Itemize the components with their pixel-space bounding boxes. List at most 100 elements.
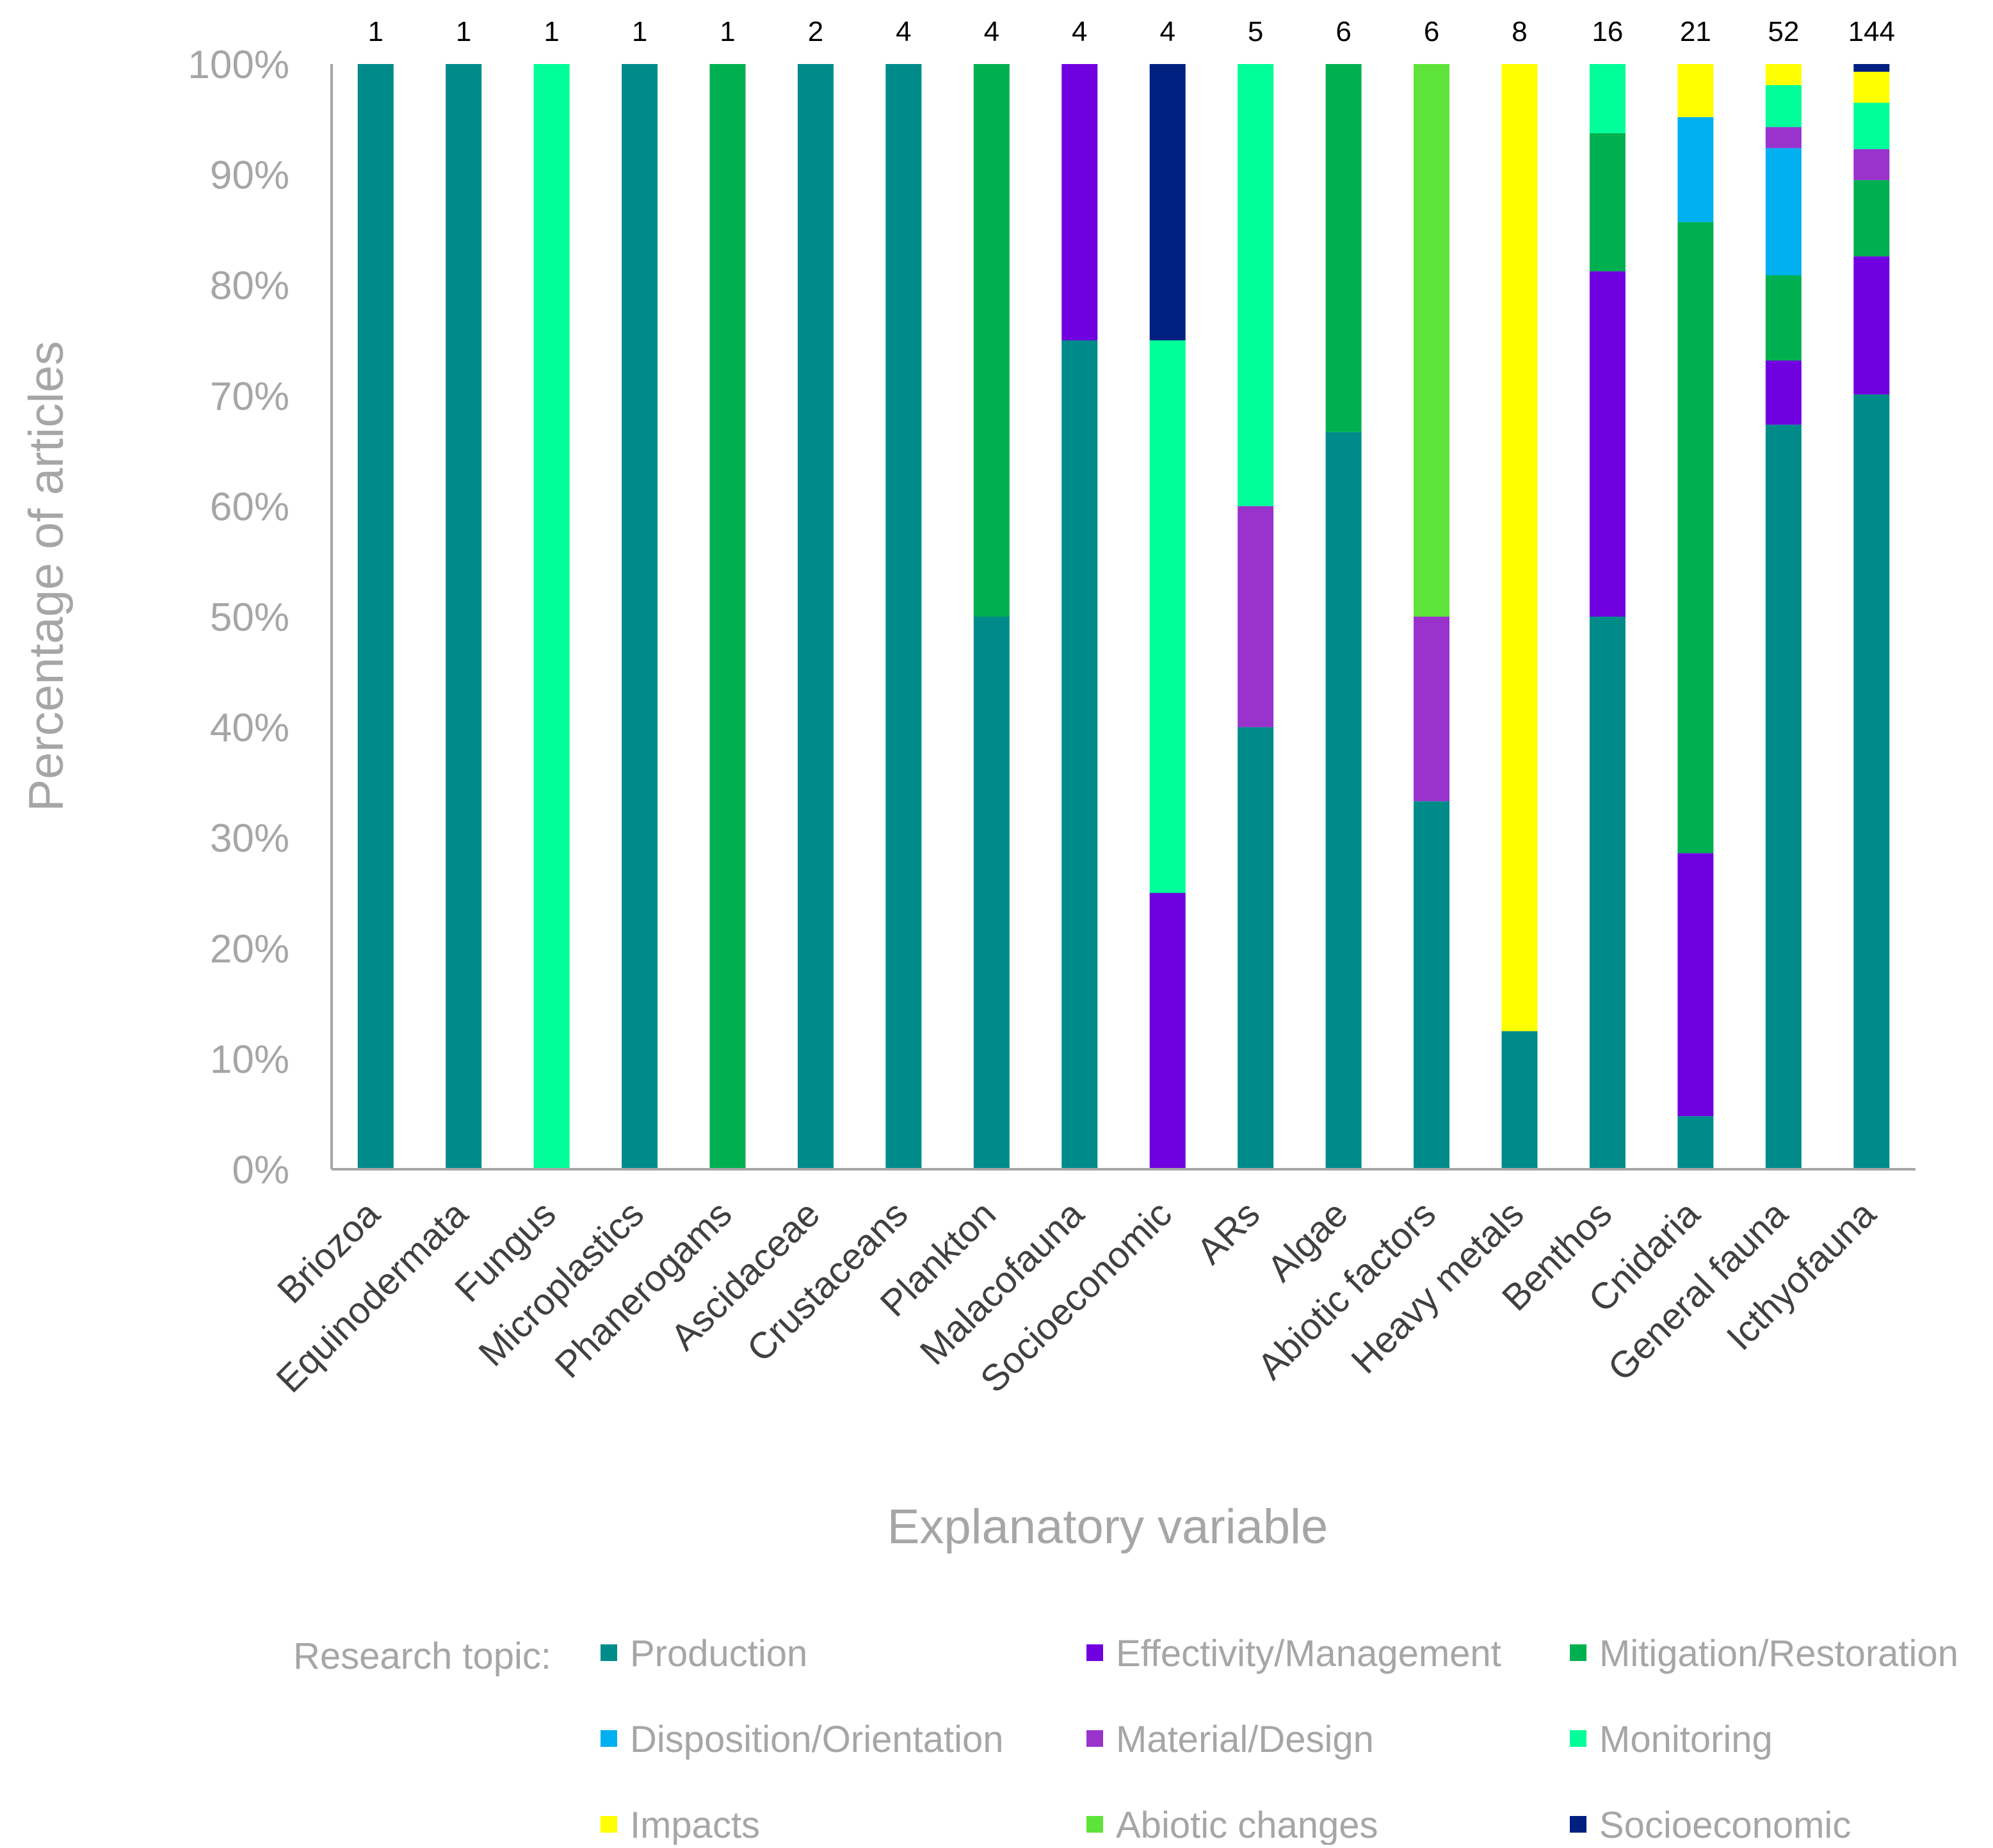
bar-total-label: 21 <box>1680 16 1711 47</box>
bar-segment-phanerogams-mitigation-restoration <box>709 64 746 1169</box>
y-tick-labels: 0% 10% 20% 30% 40% 50% 60% 70% 80% 90% 100% <box>188 43 289 1192</box>
y-tick-label: 90% <box>210 154 289 198</box>
bar-segment-heavy-metals-impacts <box>1501 64 1538 1032</box>
legend-label: Impacts <box>630 1804 760 1845</box>
bar-segment-cnidaria-effectivity-management <box>1677 853 1714 1117</box>
bar-segment-plankton-production <box>973 617 1010 1169</box>
legend: Research topic: Production Effectivity/Ma… <box>293 1633 1958 1846</box>
bar-segment-algae-mitigation-restoration <box>1325 64 1362 432</box>
y-tick-label: 70% <box>210 375 289 419</box>
legend-label: Disposition/Orientation <box>630 1719 1004 1760</box>
y-tick-label: 100% <box>188 43 289 87</box>
bar-segment-icthyofauna-material-design <box>1853 149 1890 181</box>
legend-swatch <box>1086 1730 1103 1747</box>
bar-segment-cnidaria-mitigation-restoration <box>1677 222 1714 854</box>
bar-segment-briozoa-production <box>357 64 394 1169</box>
y-tick-label: 40% <box>210 706 289 750</box>
bar-segment-plankton-mitigation-restoration <box>973 64 1010 617</box>
y-tick-label: 20% <box>210 927 289 971</box>
legend-title: Research topic: <box>293 1635 551 1677</box>
bar-segment-ars-material-design <box>1238 506 1274 727</box>
bar-segment-general-fauna-monitoring <box>1765 85 1802 127</box>
legend-swatch <box>601 1730 617 1747</box>
bar-segment-equinodermata-production <box>446 64 482 1169</box>
bar-segment-ars-monitoring <box>1238 64 1274 507</box>
bar-segment-benthos-monitoring <box>1589 64 1626 133</box>
bar-segment-general-fauna-production <box>1765 425 1802 1169</box>
bar-total-labels: 1 1 1 1 1 2 4 4 4 4 5 6 6 8 16 21 52 144 <box>367 16 1895 47</box>
bar-total-label: 2 <box>808 16 823 47</box>
bar-segment-cnidaria-impacts <box>1677 64 1714 117</box>
bar-segment-malacofauna-production <box>1061 340 1098 1169</box>
bar-total-label: 8 <box>1512 16 1527 47</box>
bar-segment-abiotic-factors-material-design <box>1414 617 1450 802</box>
legend-label: Monitoring <box>1599 1719 1773 1760</box>
bar-segment-algae-production <box>1325 432 1362 1169</box>
y-axis-title: Percentage of articles <box>19 341 74 811</box>
bar-total-label: 1 <box>720 16 735 47</box>
bar-segment-socioeconomic-socioeconomic <box>1149 64 1186 341</box>
bar-total-label: 1 <box>544 16 559 47</box>
legend-label: Material/Design <box>1116 1719 1374 1760</box>
bar-segment-general-fauna-effectivity-management <box>1765 361 1802 425</box>
bar-total-label: 1 <box>456 16 471 47</box>
legend-label: Production <box>630 1633 807 1674</box>
bar-segment-icthyofauna-effectivity-management <box>1853 256 1890 395</box>
y-tick-label: 50% <box>210 596 289 640</box>
bar-segment-malacofauna-effectivity-management <box>1061 64 1098 341</box>
x-tick-labels: BriozoaEquinodermataFungusMicroplasticsP… <box>268 1193 1884 1401</box>
legend-label: Mitigation/Restoration <box>1599 1633 1958 1674</box>
legend-swatch <box>1570 1816 1586 1833</box>
bar-total-label: 4 <box>896 16 911 47</box>
bar-segment-icthyofauna-monitoring <box>1853 102 1890 149</box>
y-tick-label: 10% <box>210 1037 289 1082</box>
x-tick-label: ARs <box>1189 1193 1268 1272</box>
bar-segment-general-fauna-impacts <box>1765 64 1802 85</box>
legend-label: Effectivity/Management <box>1116 1633 1501 1674</box>
bar-total-label: 4 <box>1159 16 1175 47</box>
bar-segment-microplastics-production <box>622 64 658 1169</box>
legend-swatch <box>1086 1644 1103 1661</box>
bar-segment-heavy-metals-production <box>1501 1031 1538 1169</box>
bar-segment-abiotic-factors-abiotic-changes <box>1414 64 1450 617</box>
bar-segment-ascidaceae-production <box>797 64 834 1169</box>
y-tick-label: 80% <box>210 264 289 308</box>
bar-segment-icthyofauna-production <box>1853 394 1890 1169</box>
legend-swatch <box>1086 1816 1103 1833</box>
bar-total-label: 6 <box>1335 16 1351 47</box>
legend-swatch <box>601 1816 617 1833</box>
bar-segment-ars-production <box>1238 727 1274 1169</box>
bar-total-label: 144 <box>1848 16 1895 47</box>
bar-segment-abiotic-factors-production <box>1414 801 1450 1169</box>
bar-segments <box>357 64 1890 1169</box>
legend-label: Socioeconomic <box>1599 1804 1851 1845</box>
bar-total-label: 6 <box>1424 16 1439 47</box>
axes <box>330 64 1916 1171</box>
bar-segment-cnidaria-disposition-orientation <box>1677 117 1714 222</box>
x-axis-title: Explanatory variable <box>887 1500 1328 1554</box>
y-tick-label: 60% <box>210 485 289 529</box>
bar-segment-icthyofauna-socioeconomic <box>1853 64 1890 72</box>
bar-segment-socioeconomic-effectivity-management <box>1149 893 1186 1169</box>
bar-total-label: 4 <box>1072 16 1087 47</box>
y-tick-label: 30% <box>210 816 289 861</box>
bar-total-label: 52 <box>1768 16 1799 47</box>
bar-segment-socioeconomic-monitoring <box>1149 340 1186 893</box>
bar-total-label: 1 <box>367 16 383 47</box>
bar-total-label: 4 <box>984 16 999 47</box>
bar-segment-cnidaria-production <box>1677 1116 1714 1169</box>
legend-swatch <box>1570 1644 1586 1661</box>
y-tick-label: 0% <box>232 1148 289 1192</box>
bar-segment-icthyofauna-mitigation-restoration <box>1853 180 1890 257</box>
bar-total-label: 5 <box>1248 16 1263 47</box>
bar-segment-benthos-mitigation-restoration <box>1589 133 1626 272</box>
legend-swatch <box>1570 1730 1586 1747</box>
bar-segment-general-fauna-disposition-orientation <box>1765 148 1802 275</box>
legend-swatch <box>601 1644 617 1661</box>
bar-total-label: 16 <box>1592 16 1623 47</box>
bar-segment-general-fauna-mitigation-restoration <box>1765 275 1802 361</box>
bar-segment-icthyofauna-impacts <box>1853 72 1890 103</box>
bar-segment-benthos-production <box>1589 617 1626 1169</box>
